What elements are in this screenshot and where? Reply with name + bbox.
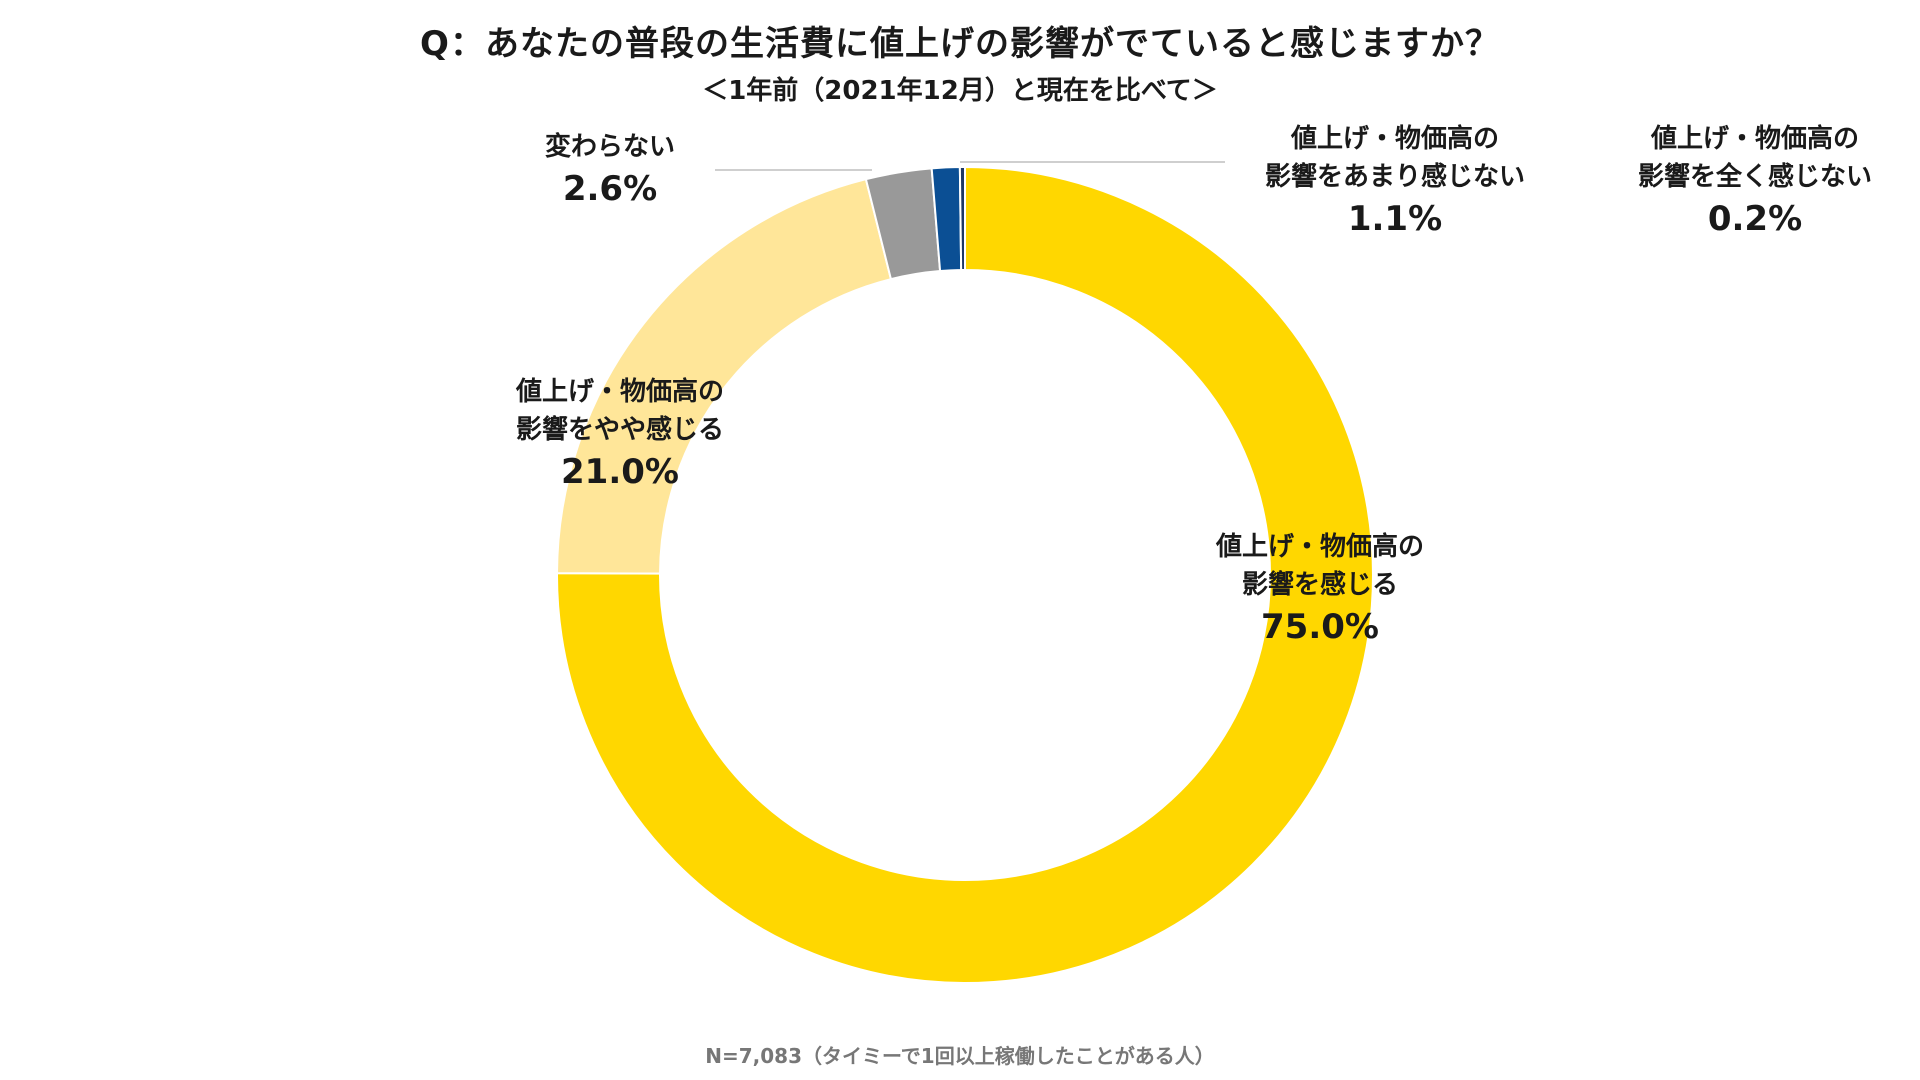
slice-value-3: 2.6% bbox=[562, 169, 658, 209]
slice-label-3: 変わらない 2.6% bbox=[490, 128, 730, 212]
slice-label-5-line-2: 影響を全く感じない bbox=[1637, 162, 1872, 192]
chart-title: Q：あなたの普段の生活費に値上げの影響がでていると感じますか？ bbox=[420, 24, 1500, 64]
slice-label-4-line-1: 値上げ・物価高の bbox=[1290, 124, 1499, 154]
slice-value-4: 1.1% bbox=[1347, 199, 1443, 239]
slice-label-5-line-1: 値上げ・物価高の bbox=[1650, 124, 1859, 154]
slice-label-5: 値上げ・物価高の 影響を全く感じない 0.2% bbox=[1610, 120, 1900, 242]
slice-label-1: 値上げ・物価高の 影響を感じる 75.0% bbox=[1170, 528, 1470, 650]
slice-label-1-line-2: 影響を感じる bbox=[1241, 570, 1398, 600]
chart-subtitle: ＜1年前（2021年12月）と現在を比べて＞ bbox=[702, 76, 1218, 106]
slice-label-2-line-2: 影響をやや感じる bbox=[515, 415, 724, 445]
slice-value-2: 21.0% bbox=[561, 452, 679, 492]
slice-label-4: 値上げ・物価高の 影響をあまり感じない 1.1% bbox=[1230, 120, 1560, 242]
donut-slice-5 bbox=[958, 165, 966, 272]
slice-label-3-line-1: 変わらない bbox=[544, 132, 675, 162]
slice-label-2: 値上げ・物価高の 影響をやや感じる 21.0% bbox=[470, 373, 770, 495]
slice-label-2-line-1: 値上げ・物価高の bbox=[515, 377, 724, 407]
slice-label-1-line-1: 値上げ・物価高の bbox=[1215, 532, 1424, 562]
sample-size-note: N=7,083（タイミーで1回以上稼働したことがある人） bbox=[705, 1044, 1215, 1068]
donut-slice-1 bbox=[556, 165, 1374, 984]
slice-value-5: 0.2% bbox=[1707, 199, 1803, 239]
donut-slice-2 bbox=[555, 177, 893, 575]
slice-value-1: 75.0% bbox=[1261, 607, 1379, 647]
slice-label-4-line-2: 影響をあまり感じない bbox=[1264, 162, 1525, 192]
